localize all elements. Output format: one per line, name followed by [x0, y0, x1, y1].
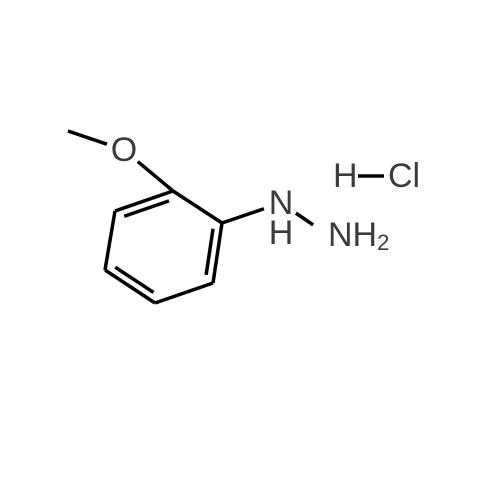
atom-n2: NH2 — [328, 216, 389, 255]
atom-n1-h: H — [269, 214, 294, 252]
salt-label: Cl — [388, 157, 420, 195]
molecule-diagram: ONHNH2 HCl — [0, 0, 500, 500]
salt-layer: H Cl — [333, 157, 420, 195]
salt-label: H — [333, 157, 358, 195]
atom-o: O — [111, 131, 137, 169]
